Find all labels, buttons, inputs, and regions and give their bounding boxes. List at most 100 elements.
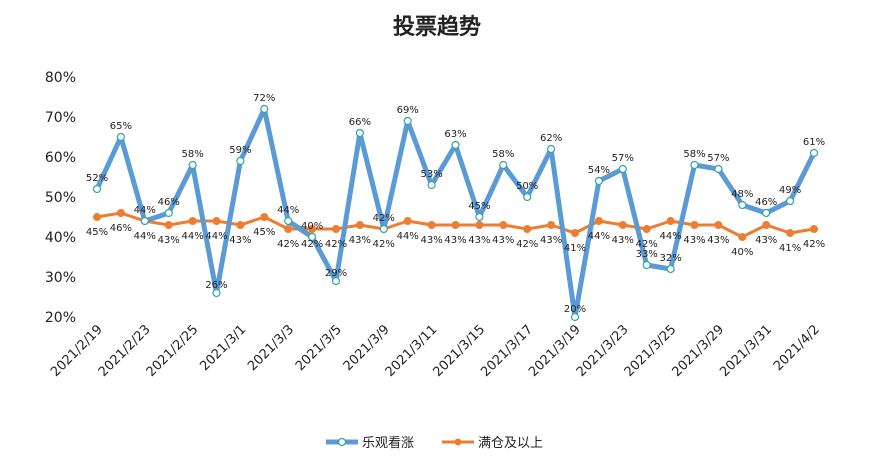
data-point [594, 176, 604, 186]
x-tick-label: 2021/2/25 [144, 322, 202, 380]
data-label: 58% [683, 149, 705, 160]
data-label: 42% [373, 213, 395, 224]
data-point [690, 221, 699, 229]
data-label: 45% [86, 227, 108, 238]
x-tick-label: 2021/3/5 [293, 322, 345, 374]
data-label: 52% [86, 173, 108, 184]
data-point [571, 229, 579, 237]
data-point [594, 217, 603, 225]
data-point [427, 180, 436, 190]
data-point [546, 144, 556, 154]
data-point [547, 221, 556, 229]
data-point [92, 184, 102, 194]
data-point [523, 192, 532, 202]
y-tick-label: 40% [45, 230, 76, 246]
data-point [164, 221, 173, 229]
data-point [642, 260, 651, 270]
data-label: 57% [612, 153, 634, 164]
data-label: 42% [325, 239, 347, 250]
chart-title: 投票趋势 [393, 14, 481, 40]
data-point [260, 104, 269, 114]
data-label: 46% [158, 197, 180, 208]
data-point [332, 225, 340, 233]
data-point [260, 213, 269, 221]
data-point [331, 276, 341, 286]
data-label: 29% [325, 268, 347, 279]
data-label: 43% [707, 235, 729, 246]
data-label: 40% [301, 221, 323, 232]
data-label: 43% [349, 235, 371, 246]
series-layer: 45% 46%44% 43% 44% 44% 43%45%42% 42% 42% 43% 42%4… [86, 93, 825, 322]
data-point [236, 221, 245, 229]
data-label: 57% [707, 153, 729, 164]
data-point [809, 148, 819, 158]
data-point [738, 200, 747, 210]
data-point [499, 160, 508, 170]
data-label: 44% [397, 231, 419, 242]
y-tick-label: 80% [45, 70, 76, 86]
x-tick-label: 2021/4/2 [771, 322, 823, 374]
data-point [618, 164, 627, 174]
data-label: 69% [397, 105, 419, 116]
data-point [427, 221, 436, 229]
data-point [284, 216, 293, 226]
legend: 乐观看涨 满仓及以上 [326, 435, 543, 451]
data-point [284, 225, 293, 233]
data-label: 54% [588, 165, 610, 176]
data-label: 43% [755, 235, 777, 246]
data-point [355, 128, 364, 138]
data-label: 33% [636, 249, 658, 260]
data-point [212, 288, 221, 298]
data-label: 43% [612, 235, 634, 246]
data-label: 20% [564, 304, 586, 315]
data-point [738, 233, 747, 241]
data-point [666, 217, 675, 225]
y-tick-label: 70% [45, 110, 76, 126]
legend-label-full-position: 满仓及以上 [478, 436, 543, 451]
data-label: 42% [636, 239, 658, 250]
x-tick-label: 2021/3/1 [197, 322, 249, 374]
data-point [188, 160, 197, 170]
data-label: 40% [731, 247, 753, 258]
data-point [116, 132, 126, 142]
data-label: 43% [420, 235, 442, 246]
data-label: 26% [205, 280, 227, 291]
y-tick-label: 50% [45, 190, 76, 206]
x-axis: 2021/2/192021/2/232021/2/252021/3/12021/… [48, 322, 823, 380]
data-label: 72% [253, 93, 275, 104]
data-label: 43% [468, 235, 490, 246]
data-label: 46% [755, 197, 777, 208]
data-point [140, 216, 149, 226]
x-tick-label: 2021/3/31 [717, 322, 775, 380]
data-point [666, 264, 675, 274]
data-point [403, 217, 412, 225]
data-point [379, 224, 388, 234]
data-label: 32% [659, 253, 681, 264]
data-label: 58% [181, 149, 203, 160]
data-point [355, 221, 364, 229]
data-label: 42% [301, 239, 323, 250]
data-point [93, 213, 101, 221]
data-label: 42% [373, 239, 395, 250]
data-point [785, 196, 795, 206]
data-label: 43% [683, 235, 705, 246]
data-point [403, 116, 412, 126]
data-point [786, 229, 795, 237]
y-tick-label: 60% [45, 150, 76, 166]
data-point [212, 217, 221, 225]
data-label: 44% [205, 231, 227, 242]
data-label: 43% [158, 235, 180, 246]
legend-marker-bullish [337, 437, 347, 447]
data-label: 62% [540, 133, 562, 144]
y-tick-label: 30% [45, 270, 76, 286]
data-point [475, 221, 484, 229]
data-label: 44% [134, 205, 156, 216]
data-point [762, 208, 771, 218]
data-label: 66% [349, 117, 371, 128]
data-label: 50% [516, 181, 538, 192]
y-tick-label: 20% [45, 310, 76, 326]
data-label: 53% [420, 169, 442, 180]
data-label: 43% [540, 235, 562, 246]
data-label: 46% [110, 223, 132, 234]
data-point [499, 221, 508, 229]
